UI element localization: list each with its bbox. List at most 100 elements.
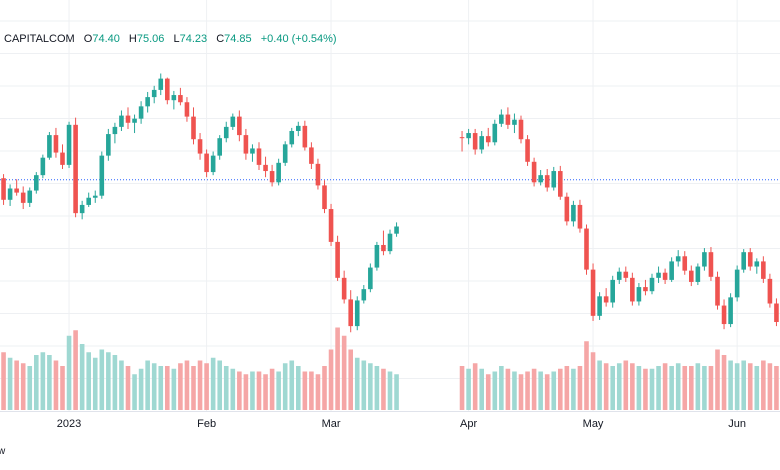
candle	[394, 222, 399, 237]
candle-body	[616, 271, 622, 280]
volume-bar	[702, 366, 707, 410]
volume-bar	[348, 349, 353, 410]
candle	[616, 267, 622, 285]
volume-bar	[191, 366, 196, 410]
volume-bar	[623, 360, 629, 410]
volume-bar	[590, 352, 596, 410]
volume-bar	[387, 371, 393, 410]
volume-bar	[616, 363, 622, 410]
candle-body	[237, 116, 242, 136]
candle	[623, 266, 629, 282]
candle-body	[341, 277, 347, 300]
candle-body	[603, 296, 609, 303]
candle	[479, 130, 484, 154]
candle-body	[472, 133, 478, 150]
candle	[558, 165, 563, 200]
candle	[79, 200, 85, 220]
candle-body	[544, 175, 550, 188]
close-label: C	[216, 33, 225, 45]
volume-bar	[250, 371, 255, 410]
volume-bar	[512, 371, 517, 410]
candle-body	[60, 152, 65, 165]
volume-bar	[466, 368, 471, 410]
candle-body	[151, 89, 157, 98]
candle-body	[309, 147, 314, 164]
volume-bar	[662, 363, 668, 410]
candle	[1, 174, 6, 205]
candle-body	[158, 78, 164, 90]
candle	[7, 184, 13, 206]
candle-body	[138, 106, 144, 119]
volume-bar	[335, 327, 340, 410]
volume-bar	[564, 366, 570, 410]
volume-bar	[761, 360, 766, 410]
volume-bar	[669, 366, 674, 410]
candle	[296, 121, 301, 137]
candle-body	[708, 252, 714, 277]
volume-bar	[92, 357, 98, 410]
candle-body	[734, 269, 740, 298]
volume-bar	[689, 366, 694, 410]
volume-bar	[79, 344, 85, 410]
volume-bar	[354, 357, 360, 410]
volume-bar	[165, 366, 170, 410]
volume-bar	[649, 368, 655, 410]
candle	[204, 149, 209, 178]
candle-body	[761, 261, 766, 279]
candle-body	[505, 114, 511, 125]
candle	[217, 135, 222, 160]
volume-bar	[106, 352, 111, 410]
candle	[250, 144, 255, 162]
high-value: 75.06	[136, 33, 165, 45]
candles	[1, 73, 779, 333]
candle	[315, 158, 321, 190]
volume-bar	[282, 363, 288, 410]
candle-body	[250, 148, 255, 154]
candle	[715, 271, 720, 310]
volume-bar	[47, 355, 52, 410]
candle-body	[695, 266, 701, 282]
candle	[695, 263, 701, 286]
candle	[145, 91, 150, 113]
volume-bar	[309, 371, 314, 410]
candle-body	[492, 123, 498, 143]
volume-bar	[184, 360, 190, 410]
candle	[158, 73, 164, 96]
candle-body	[571, 204, 576, 222]
candle-body	[40, 157, 46, 176]
footer-text: w	[0, 446, 6, 457]
volume-bar	[774, 366, 779, 410]
volume-bar	[223, 366, 229, 410]
volume-bar	[544, 374, 550, 410]
volume-bar	[341, 335, 347, 410]
volume-bar	[656, 366, 661, 410]
candle-body	[623, 271, 629, 278]
candle	[328, 203, 334, 247]
candle-body	[79, 204, 85, 214]
candle-body	[302, 125, 308, 148]
candle	[354, 296, 360, 331]
candle-body	[354, 300, 360, 327]
candle-body	[53, 135, 59, 153]
candle-body	[525, 139, 530, 162]
candle-body	[715, 276, 720, 306]
candle	[92, 190, 98, 203]
candle-body	[558, 171, 563, 197]
volume-bar	[125, 366, 131, 410]
candle-body	[296, 125, 301, 131]
candle	[761, 256, 766, 283]
candle-body	[479, 136, 484, 150]
candle-body	[86, 197, 91, 205]
candle	[472, 128, 478, 155]
candle	[728, 293, 733, 328]
candle-body	[747, 252, 753, 267]
candle-body	[675, 256, 681, 262]
volume-bar	[538, 371, 543, 410]
candle	[564, 192, 570, 226]
candle	[276, 158, 281, 186]
candle	[112, 122, 118, 144]
low-value: 74.23	[179, 33, 208, 45]
candle	[14, 179, 19, 196]
volume-bar	[276, 371, 281, 410]
